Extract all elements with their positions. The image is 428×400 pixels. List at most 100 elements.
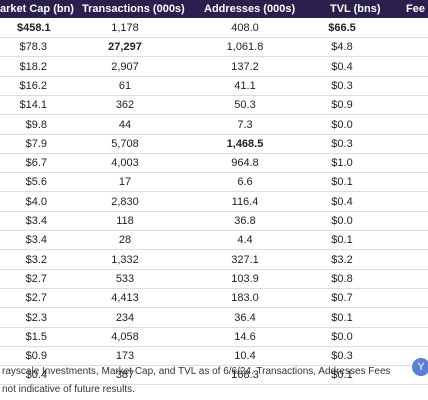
cell-market-cap: $78.3 [19,41,47,54]
cell-transactions: 234 [115,311,135,324]
table-row: $458.1 1,178 408.0 $66.5 [0,18,428,38]
table-row: $3.4 28 4.4 $0.1 [0,230,428,251]
cell-transactions: 28 [118,234,132,247]
cell-market-cap: $2.3 [25,311,47,324]
cell-addresses: 168.3 [231,369,259,382]
cell-tvl: $0.9 [331,99,353,112]
table-header: arket Cap (bn) Transactions (000s) Addre… [0,0,428,18]
cell-market-cap: $0.9 [25,350,47,363]
header-tvl: TVL (bns) [330,3,381,15]
table-row: $2.7 533 103.9 $0.8 [0,269,428,289]
table-row: $3.2 1,332 327.1 $3.2 [0,250,428,270]
footnote-line-2: not indicative of future results. [2,384,135,395]
cell-addresses: 103.9 [231,272,259,285]
cell-tvl: $0.4 [331,195,353,208]
cell-transactions: 1,332 [111,253,139,266]
cell-tvl: $0.1 [331,369,353,382]
cell-tvl: $0.4 [331,60,353,73]
cell-transactions: 1,178 [111,22,139,34]
cell-market-cap: $3.4 [25,215,47,227]
cell-addresses: 1,061.8 [226,41,264,54]
table-row: $4.0 2,830 116.4 $0.4 [0,192,428,212]
cell-addresses: 1,468.5 [226,137,264,150]
cell-transactions: 533 [115,272,135,285]
cell-transactions: 5,708 [111,137,139,150]
cell-tvl: $0.3 [331,137,353,150]
cell-addresses: 327.1 [231,253,259,266]
table-row: $16.2 61 41.1 $0.3 [0,76,428,96]
cell-addresses: 50.3 [234,99,256,112]
cell-market-cap: $16.2 [19,79,47,92]
cell-addresses: 36.4 [234,311,256,324]
cell-transactions: 27,297 [108,41,142,54]
table-row: $1.5 4,058 14.6 $0.0 [0,327,428,347]
cell-market-cap: $9.8 [25,118,47,131]
cell-market-cap: $4.0 [25,195,47,208]
table-row: $78.3 27,297 1,061.8 $4.8 [0,37,428,58]
cell-market-cap: $14.1 [19,99,47,112]
cell-tvl: $0.3 [331,79,353,92]
cell-tvl: $0.0 [331,330,353,343]
cell-transactions: 4,413 [111,292,139,305]
cell-addresses: 183.0 [231,292,259,305]
table-row: $6.7 4,003 964.8 $1.0 [0,153,428,174]
cell-tvl: $0.3 [331,350,353,363]
cell-tvl: $4.8 [331,41,353,54]
cell-addresses: 408.0 [231,22,259,34]
cell-tvl: $0.1 [331,234,353,247]
footnote-line-1: rayscale Investments, Market Cap, and TV… [2,366,391,377]
cell-addresses: 7.3 [237,118,253,131]
cell-market-cap: $2.7 [25,272,47,285]
cell-market-cap: $0.4 [25,369,47,382]
cell-transactions: 4,058 [111,330,139,343]
cell-addresses: 36.8 [234,215,256,227]
cell-market-cap: $2.7 [25,292,47,305]
floating-widget-icon[interactable]: Y [412,358,428,376]
cell-transactions: 387 [115,369,135,382]
table-row: $0.4 387 168.3 $0.1 [0,365,428,386]
header-transactions: Transactions (000s) [82,3,185,15]
cell-transactions: 17 [118,176,132,189]
cell-addresses: 6.6 [237,176,253,189]
cell-transactions: 118 [116,215,134,227]
table-row: $5.6 17 6.6 $0.1 [0,172,428,193]
header-addresses: Addresses (000s) [204,3,296,15]
table-row: $18.2 2,907 137.2 $0.4 [0,57,428,77]
cell-addresses: 116.4 [231,195,259,208]
cell-addresses: 964.8 [231,157,259,170]
cell-addresses: 4.4 [237,234,253,247]
cell-tvl: $0.0 [331,118,353,131]
table-row: $3.4 118 36.8 $0.0 [0,211,428,231]
cell-transactions: 4,003 [111,157,139,170]
cell-transactions: 44 [118,118,132,131]
cell-tvl: $3.2 [331,253,353,266]
header-market-cap: arket Cap (bn) [0,3,74,15]
cell-addresses: 10.4 [234,350,256,363]
cell-market-cap: $1.5 [25,330,47,343]
cell-tvl: $66.5 [328,22,356,34]
cell-market-cap: $6.7 [25,157,47,170]
cell-transactions: 362 [115,99,135,112]
cell-tvl: $1.0 [331,157,353,170]
table-row: $2.7 4,413 183.0 $0.7 [0,288,428,309]
cell-addresses: 14.6 [234,330,256,343]
table-row: $9.8 44 7.3 $0.0 [0,115,428,135]
cell-tvl: $0.0 [331,215,353,227]
table-row: $14.1 362 50.3 $0.9 [0,95,428,116]
cell-market-cap: $7.9 [25,137,47,150]
cell-addresses: 137.2 [231,60,259,73]
cell-tvl: $0.8 [331,272,353,285]
cell-market-cap: $18.2 [19,60,47,73]
table-row: $2.3 234 36.4 $0.1 [0,308,428,328]
cell-tvl: $0.7 [331,292,353,305]
cell-market-cap: $5.6 [25,176,47,189]
header-fees: Fee [406,3,425,15]
cell-market-cap: $3.2 [25,253,47,266]
cell-tvl: $0.1 [331,311,353,324]
cell-transactions: 2,907 [111,60,139,73]
cell-addresses: 41.1 [234,79,256,92]
cell-market-cap: $3.4 [25,234,47,247]
cell-transactions: 2,830 [111,195,139,208]
cell-transactions: 173 [115,350,135,363]
cell-transactions: 61 [118,79,132,92]
